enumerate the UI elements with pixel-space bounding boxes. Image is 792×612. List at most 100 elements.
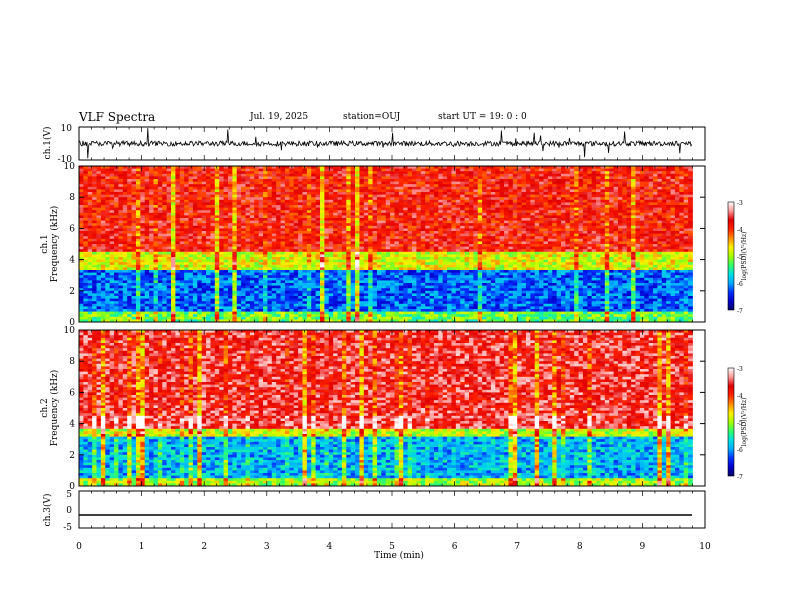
spectrogram-cell bbox=[263, 280, 268, 284]
spectrogram-cell bbox=[359, 270, 365, 273]
spectrogram-cell bbox=[398, 238, 404, 242]
spectrogram-cell bbox=[254, 228, 260, 232]
spectrogram-cell bbox=[337, 218, 343, 221]
spectrogram-cell bbox=[328, 283, 334, 286]
spectrogram-cell bbox=[109, 225, 115, 229]
spectrogram-cell bbox=[206, 290, 211, 294]
spectrogram-cell bbox=[114, 272, 119, 276]
spectrogram-cell bbox=[372, 267, 378, 271]
spectrogram-cell bbox=[390, 306, 395, 310]
spectrogram-cell bbox=[149, 270, 154, 273]
spectrogram-cell bbox=[355, 293, 360, 297]
spectrogram-cell bbox=[324, 285, 330, 289]
spectrogram-cell bbox=[355, 166, 360, 169]
spectrogram-cell bbox=[368, 314, 373, 318]
spectrogram-cell bbox=[350, 316, 356, 320]
spectrogram-cell bbox=[149, 319, 154, 323]
spectrogram-cell bbox=[192, 246, 198, 250]
spectrogram-cell bbox=[227, 244, 233, 247]
spectrogram-cell bbox=[105, 309, 111, 312]
spectrogram-cell bbox=[425, 228, 430, 232]
spectrogram-cell bbox=[157, 296, 163, 299]
spectrogram-cell bbox=[127, 272, 132, 276]
spectrogram-cell bbox=[153, 319, 159, 323]
spectrogram-cell bbox=[197, 244, 203, 247]
spectrogram-cell bbox=[407, 225, 413, 229]
spectrogram-cell bbox=[311, 277, 317, 281]
spectrogram-cell bbox=[192, 314, 198, 318]
spectrogram-cell bbox=[175, 225, 181, 229]
spectrogram-cell bbox=[241, 303, 246, 307]
spectrogram-cell bbox=[320, 283, 325, 286]
spectrogram-cell bbox=[258, 184, 264, 188]
spectrogram-cell bbox=[223, 233, 229, 237]
spectrogram-cell bbox=[420, 199, 426, 203]
spectrogram-cell bbox=[298, 251, 303, 255]
spectrogram-cell bbox=[241, 215, 246, 219]
spectrogram-cell bbox=[219, 290, 224, 294]
spectrogram-cell bbox=[416, 316, 422, 320]
spectrogram-cell bbox=[324, 249, 330, 253]
spectrogram-cell bbox=[315, 238, 321, 242]
spectrogram-cell bbox=[328, 285, 334, 289]
spectrogram-cell bbox=[433, 236, 439, 240]
spectrogram-cell bbox=[376, 283, 382, 286]
spectrogram-cell bbox=[341, 257, 347, 260]
spectrogram-cell bbox=[390, 280, 395, 284]
spectrogram-cell bbox=[87, 275, 93, 279]
spectrogram-cell bbox=[100, 199, 106, 203]
spectrogram-cell bbox=[368, 244, 373, 247]
spectrogram-cell bbox=[407, 246, 413, 250]
spectrogram-cell bbox=[407, 168, 413, 172]
spectrogram-cell bbox=[153, 259, 159, 263]
spectrogram-cell bbox=[162, 218, 168, 221]
spectrogram-cell bbox=[306, 173, 312, 177]
spectrogram-cell bbox=[355, 296, 360, 299]
spectrogram-cell bbox=[241, 241, 246, 245]
spectrogram-cell bbox=[153, 176, 159, 180]
spectrogram-cell bbox=[127, 259, 132, 263]
spectrogram-cell bbox=[245, 316, 251, 320]
spectrogram-cell bbox=[135, 267, 141, 271]
spectrogram-cell bbox=[105, 275, 111, 279]
spectrogram-cell bbox=[337, 290, 343, 294]
spectrogram-cell bbox=[236, 288, 242, 292]
spectrogram-cell bbox=[368, 280, 373, 284]
spectrogram-cell bbox=[184, 246, 189, 250]
spectrogram-cell bbox=[171, 288, 176, 292]
spectrogram-cell bbox=[324, 270, 330, 273]
spectrogram-cell bbox=[105, 197, 111, 201]
spectrogram-cell bbox=[175, 194, 181, 198]
spectrogram-cell bbox=[219, 171, 224, 175]
spectrogram-cell bbox=[206, 288, 211, 292]
spectrogram-cell bbox=[140, 210, 146, 214]
spectrogram-cell bbox=[350, 236, 356, 240]
spectrogram-cell bbox=[346, 223, 352, 227]
spectrogram-cell bbox=[306, 241, 312, 245]
spectrogram-cell bbox=[254, 220, 260, 224]
spectrogram-cell bbox=[407, 244, 413, 247]
spectrogram-cell bbox=[179, 316, 185, 320]
spectrogram-cell bbox=[438, 311, 444, 315]
spectrogram-cell bbox=[328, 249, 334, 253]
spectrogram-cell bbox=[376, 192, 382, 195]
spectrogram-cell bbox=[114, 215, 119, 219]
spectrogram-cell bbox=[184, 202, 189, 206]
spectrogram-cell bbox=[241, 249, 246, 253]
spectrogram-cell bbox=[188, 285, 194, 289]
spectrogram-cell bbox=[197, 207, 203, 211]
spectrogram-cell bbox=[416, 251, 422, 255]
spectrogram-cell bbox=[122, 197, 128, 201]
spectrogram-cell bbox=[438, 194, 444, 198]
spectrogram-cell bbox=[289, 215, 295, 219]
spectrogram-cell bbox=[171, 301, 176, 305]
spectrogram-cell bbox=[232, 314, 238, 318]
spectrogram-cell bbox=[236, 202, 242, 206]
spectrogram-cell bbox=[337, 192, 343, 195]
spectrogram-cell bbox=[206, 194, 211, 198]
spectrogram-cell bbox=[114, 314, 119, 318]
spectrogram-cell bbox=[219, 249, 224, 253]
spectrogram-cell bbox=[83, 270, 89, 273]
spectrogram-cell bbox=[79, 267, 84, 271]
spectrogram-cell bbox=[315, 171, 321, 175]
